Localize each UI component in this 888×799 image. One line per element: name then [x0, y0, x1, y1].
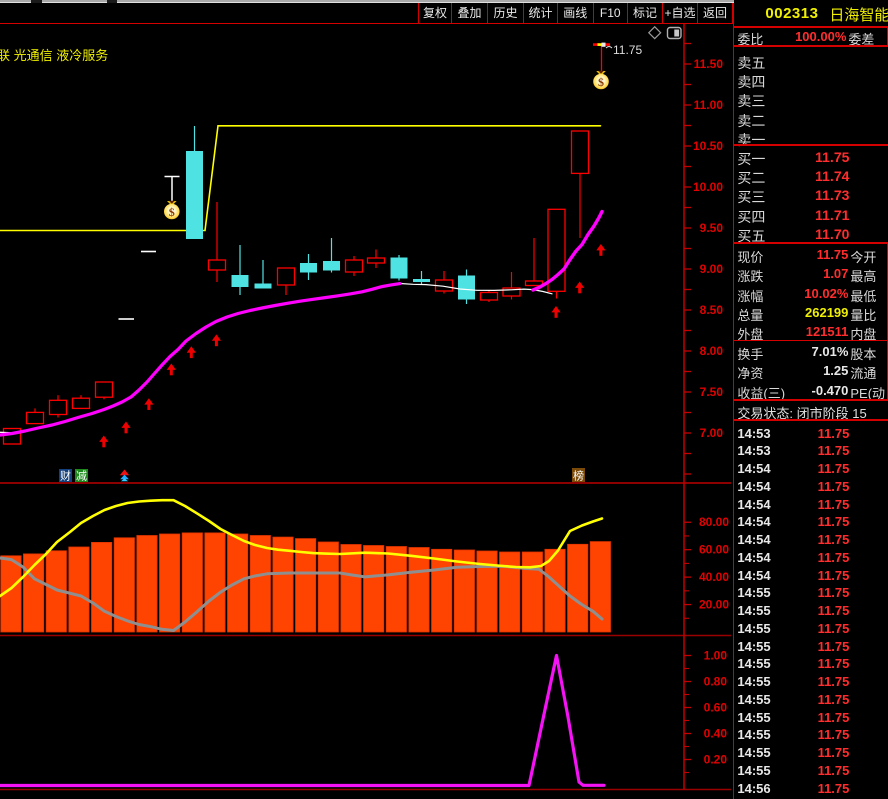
svg-text:8.00: 8.00 [700, 344, 724, 358]
svg-text:11.50: 11.50 [694, 57, 724, 71]
svg-text:8.50: 8.50 [700, 303, 724, 317]
svg-text:榜: 榜 [573, 468, 584, 482]
svg-text:9.00: 9.00 [700, 262, 724, 276]
svg-text:20.00: 20.00 [699, 598, 729, 612]
svg-text:0.20: 0.20 [704, 753, 728, 767]
svg-text:$: $ [169, 205, 175, 219]
svg-text:财: 财 [60, 468, 71, 482]
svg-text:40.00: 40.00 [699, 570, 729, 584]
svg-text:$: $ [598, 75, 604, 89]
svg-text:7.00: 7.00 [700, 426, 724, 440]
svg-text:0.60: 0.60 [704, 701, 728, 715]
svg-text:1.00: 1.00 [704, 649, 728, 663]
svg-text:7.50: 7.50 [700, 385, 724, 399]
svg-text:0.40: 0.40 [704, 727, 728, 741]
svg-text:10.00: 10.00 [693, 180, 723, 194]
svg-text:10.50: 10.50 [693, 139, 723, 153]
svg-text:0.80: 0.80 [704, 675, 728, 689]
svg-text:11.00: 11.00 [694, 98, 724, 112]
svg-text:11.75: 11.75 [613, 43, 642, 57]
svg-text:80.00: 80.00 [699, 515, 729, 529]
svg-text:9.50: 9.50 [700, 221, 724, 235]
svg-text:60.00: 60.00 [699, 543, 729, 557]
svg-text:减: 减 [76, 469, 87, 482]
